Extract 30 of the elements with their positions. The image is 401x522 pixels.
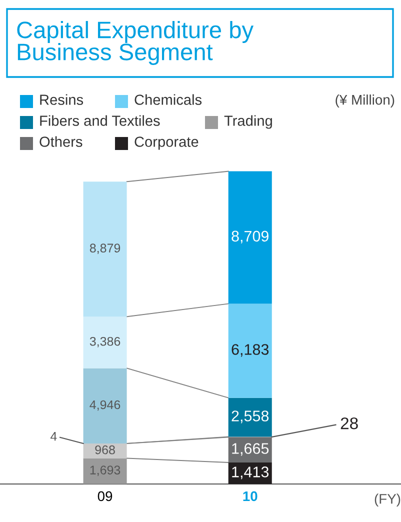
legend-label: Chemicals (134, 94, 202, 105)
bar (83, 316, 127, 368)
legend-label: Resins (40, 94, 84, 105)
bar (83, 368, 127, 444)
data-label: 4 (50, 432, 57, 441)
data-label: 1,413 (232, 466, 269, 480)
data-label: 4,946 (90, 400, 120, 411)
data-label: 28 (340, 417, 358, 430)
bar (83, 182, 127, 317)
x-axis-title: (FY) (374, 494, 400, 507)
data-label: 8,879 (90, 244, 120, 254)
x-tick-label: 10 (243, 491, 258, 502)
legend-label: Fibers and Textiles (40, 115, 160, 126)
legend-label: Trading (224, 115, 272, 129)
data-label: 2,558 (232, 410, 269, 424)
legend-label: Others (40, 136, 82, 147)
chart-title: Capital Expenditure by Business Segment (17, 20, 254, 66)
text: (¥ Million) (336, 94, 394, 108)
data-label: 8,709 (232, 230, 269, 244)
bar (228, 171, 272, 304)
bar (228, 304, 272, 398)
data-label: 968 (95, 445, 115, 454)
bar (228, 398, 272, 437)
data-label: 1,693 (90, 466, 120, 476)
x-tick-label: 09 (98, 491, 112, 502)
data-label: 3,386 (90, 336, 120, 348)
data-label: 1,665 (232, 443, 269, 456)
legend-label: Corporate (134, 136, 198, 150)
data-label: 6,183 (232, 344, 269, 357)
bar (83, 458, 127, 484)
